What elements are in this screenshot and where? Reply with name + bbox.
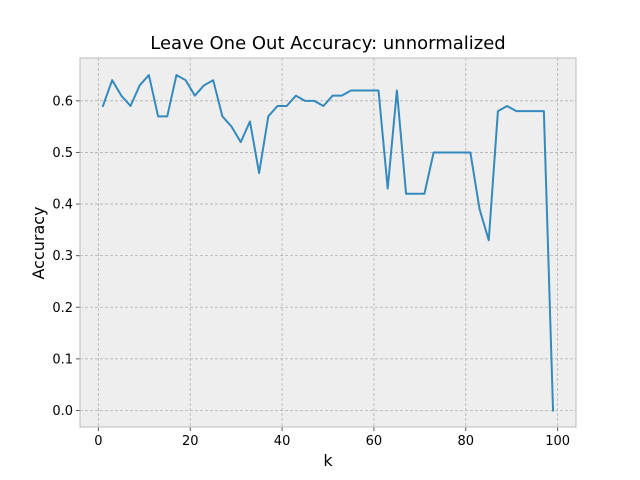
- y-tick-label: 0.1: [52, 352, 73, 367]
- x-tick-label: 40: [274, 434, 291, 449]
- plot-area: [80, 58, 576, 427]
- y-axis-label: Accuracy: [29, 206, 48, 279]
- y-tick-label: 0.5: [52, 146, 73, 161]
- x-tick-label: 60: [366, 434, 383, 449]
- chart-title: Leave One Out Accuracy: unnormalized: [150, 33, 505, 54]
- plot-frame: [79, 57, 577, 428]
- y-tick-label: 0.4: [52, 198, 73, 213]
- series-layer: [101, 74, 555, 412]
- y-tick-label: 0.3: [52, 249, 73, 264]
- x-tick-label: 80: [458, 434, 475, 449]
- y-tick-label: 0.6: [52, 94, 73, 109]
- y-tick-label: 0.2: [52, 301, 73, 316]
- accuracy-series-line: [101, 74, 555, 412]
- x-tick-label: 20: [182, 434, 199, 449]
- x-axis-label: k: [323, 451, 333, 470]
- x-tick-label: 0: [94, 434, 102, 449]
- x-tick-label: 100: [545, 434, 570, 449]
- axis-ticks: 0 20 40 60 80 100 0.0 0.1 0.2 0.3 0.4 0.5 0.6: [52, 94, 570, 449]
- y-tick-label: 0.0: [52, 404, 73, 419]
